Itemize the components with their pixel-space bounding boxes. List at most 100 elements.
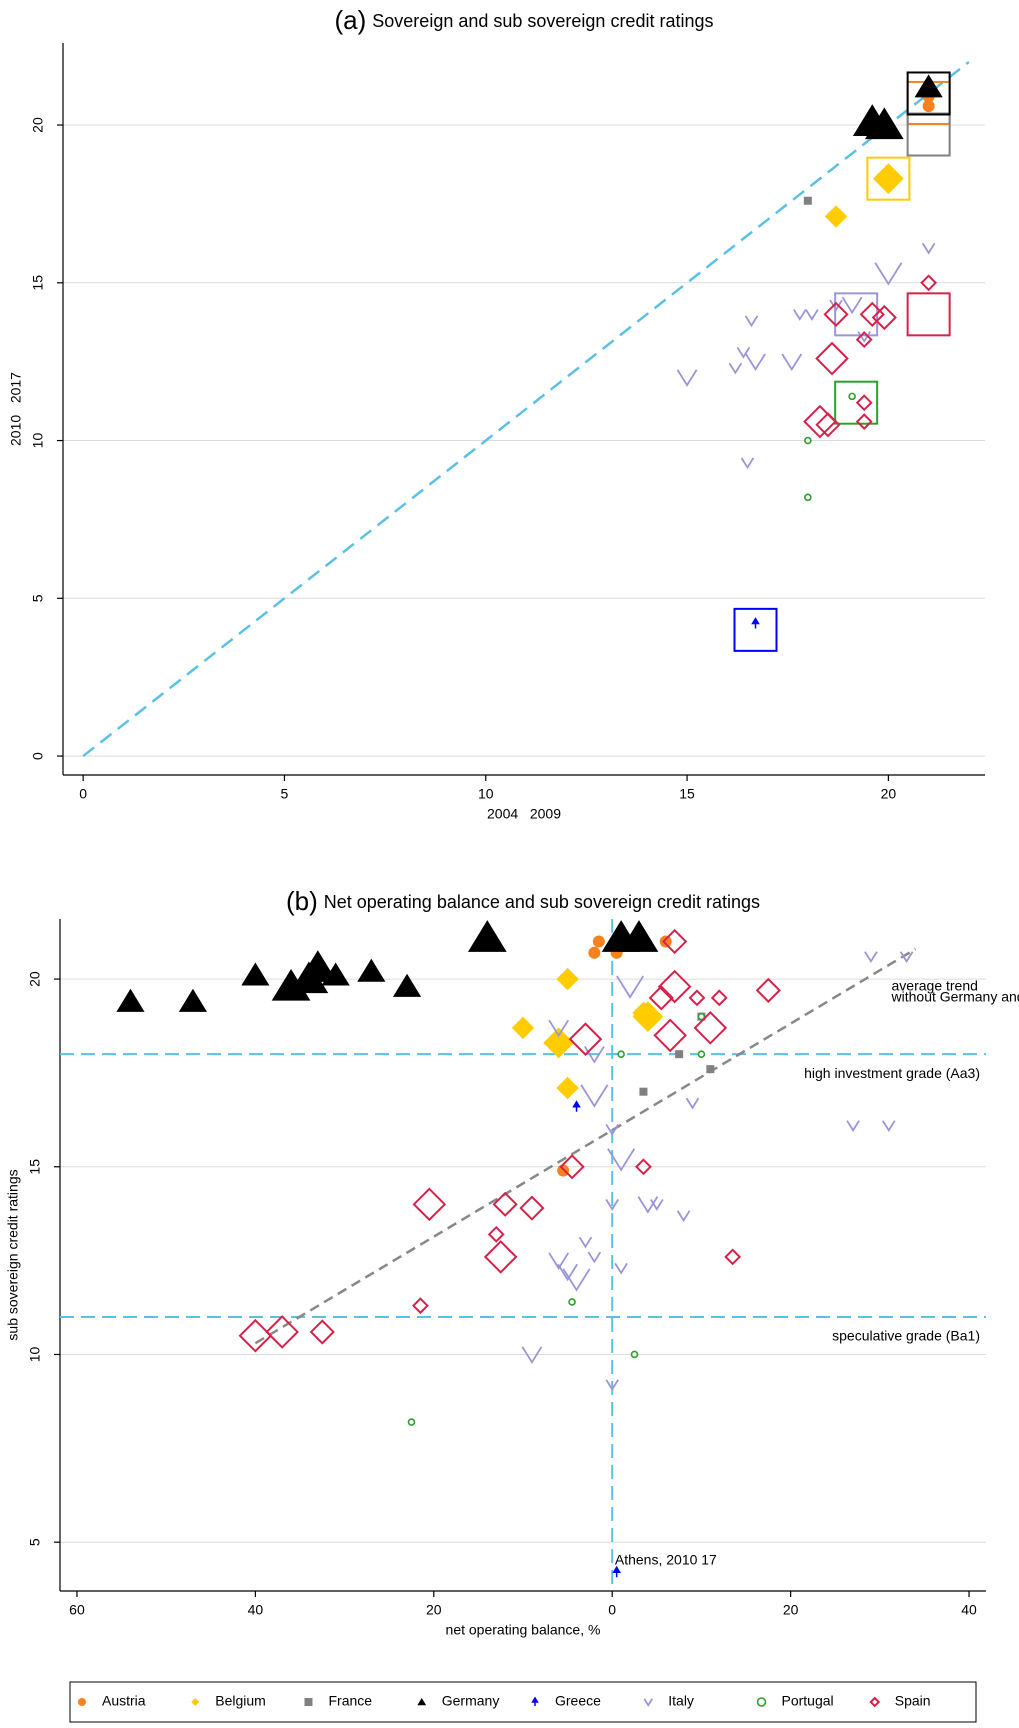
point	[568, 1022, 603, 1056]
point	[580, 1084, 609, 1108]
x-tick-label: 60	[69, 1602, 85, 1618]
point	[321, 962, 350, 986]
point	[685, 1097, 700, 1110]
point	[407, 1418, 416, 1426]
annotation: Athens, 2010 17	[615, 1552, 717, 1568]
point	[824, 205, 848, 228]
point	[412, 1187, 447, 1222]
point	[519, 1195, 545, 1221]
point	[804, 436, 812, 445]
sovereign-square	[906, 71, 951, 116]
y-tick-label: 10	[27, 1346, 43, 1362]
point	[872, 163, 904, 195]
point	[688, 989, 706, 1007]
legend-label: Belgium	[215, 1693, 266, 1709]
point	[914, 74, 943, 98]
point	[922, 100, 935, 113]
point	[630, 1350, 639, 1359]
point	[411, 1297, 429, 1315]
point	[492, 1191, 518, 1217]
point	[848, 392, 856, 401]
point	[706, 1065, 715, 1074]
point	[650, 1199, 664, 1211]
point	[543, 1027, 575, 1059]
point	[815, 341, 849, 376]
point	[556, 1076, 579, 1100]
chart-panel: (b) Net operating balance and sub soverei…	[5, 886, 1019, 1638]
point	[587, 1251, 602, 1264]
point	[744, 315, 759, 328]
point	[572, 1100, 581, 1112]
y-tick-label: 5	[27, 1538, 43, 1546]
sovereign-square	[906, 112, 951, 157]
legend-marker	[531, 1696, 539, 1706]
legend-marker	[417, 1698, 427, 1706]
point	[881, 1120, 896, 1132]
point	[521, 1346, 543, 1364]
y-tick-label: 5	[30, 594, 46, 602]
point	[697, 1050, 706, 1058]
sovereign-square	[906, 292, 951, 337]
point	[648, 985, 674, 1011]
point	[548, 1019, 570, 1038]
point	[841, 296, 863, 315]
legend-item: Germany	[417, 1693, 499, 1709]
point	[697, 1012, 706, 1021]
trend-label: without Germany and Greece	[891, 989, 1019, 1005]
point	[857, 331, 871, 343]
legend-label: Spain	[895, 1693, 931, 1709]
legend-label: France	[329, 1693, 373, 1709]
point	[659, 935, 672, 948]
point	[676, 1210, 691, 1223]
point	[815, 412, 841, 438]
legend-item: Belgium	[191, 1693, 266, 1709]
title-text: Sovereign and sub sovereign credit ratin…	[372, 11, 713, 31]
sovereign-square	[733, 607, 778, 652]
point	[745, 353, 766, 372]
point	[178, 988, 208, 1012]
x-tick-label: 10	[478, 786, 494, 802]
point	[874, 262, 903, 286]
point	[864, 107, 904, 140]
point	[556, 967, 579, 991]
point	[467, 920, 507, 952]
chart-title: (b) Net operating balance and sub soverei…	[286, 886, 760, 916]
point	[855, 331, 873, 349]
point	[632, 1001, 655, 1025]
title-text: Net operating balance and sub sovereign …	[324, 892, 760, 912]
point	[562, 1268, 591, 1292]
panel-label: (a)	[335, 5, 367, 35]
point	[639, 1087, 648, 1096]
point	[751, 617, 760, 629]
legend-label: Austria	[102, 1693, 146, 1709]
point	[657, 969, 692, 1004]
point	[588, 946, 601, 959]
point	[920, 274, 938, 292]
point	[605, 1379, 619, 1392]
point	[511, 1016, 535, 1040]
y-tick-label: 0	[30, 752, 46, 760]
point	[605, 1123, 619, 1136]
legend-marker	[304, 1698, 313, 1706]
x-tick-label: 20	[426, 1602, 442, 1618]
point	[781, 353, 803, 372]
sovereign-square	[866, 156, 911, 201]
panel-label: (b)	[286, 886, 318, 916]
y-tick-label: 15	[30, 275, 46, 291]
point	[864, 951, 878, 964]
point	[635, 1158, 652, 1176]
y-tick-label: 15	[27, 1159, 43, 1175]
point	[804, 493, 812, 502]
trend-label: average trend	[892, 978, 978, 994]
point	[557, 1164, 570, 1177]
point	[578, 1236, 593, 1249]
y-axis-label: sub sovereign credit ratings	[5, 1169, 21, 1340]
x-tick-label: 20	[881, 786, 897, 802]
y-tick-label: 10	[30, 433, 46, 449]
legend-item: Greece	[531, 1693, 601, 1709]
chart-title: (a) Sovereign and sub sovereign credit ra…	[335, 5, 714, 35]
x-tick-label: 15	[679, 786, 695, 802]
point	[605, 1199, 619, 1211]
x-tick-label: 0	[608, 1602, 616, 1618]
